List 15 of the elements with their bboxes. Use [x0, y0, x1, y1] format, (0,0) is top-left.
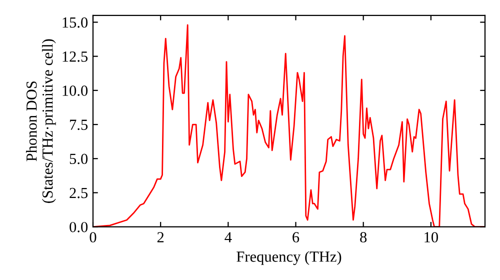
y-axis-title: Phonon DOS (States/THz·primitive cell) [26, 39, 56, 203]
y-tick-label: 2.5 [70, 188, 88, 198]
x-tick-label: 4 [224, 232, 232, 242]
x-tick-label: 6 [292, 232, 300, 242]
x-tick-label: 2 [157, 232, 164, 242]
y-tick-label: 5.0 [70, 154, 88, 164]
x-tick-label: 0 [90, 232, 96, 242]
x-tick-label: 8 [360, 232, 367, 242]
y-tick-label: 12.5 [62, 52, 88, 62]
y-tick-label: 7.5 [70, 120, 88, 130]
x-axis-title: Frequency (THz) [236, 251, 342, 265]
y-tick-label: 15.0 [62, 17, 88, 28]
x-tick-label: 10 [424, 232, 438, 242]
y-tick-label: 10.0 [62, 86, 88, 96]
y-tick-label: 0.0 [70, 222, 88, 232]
